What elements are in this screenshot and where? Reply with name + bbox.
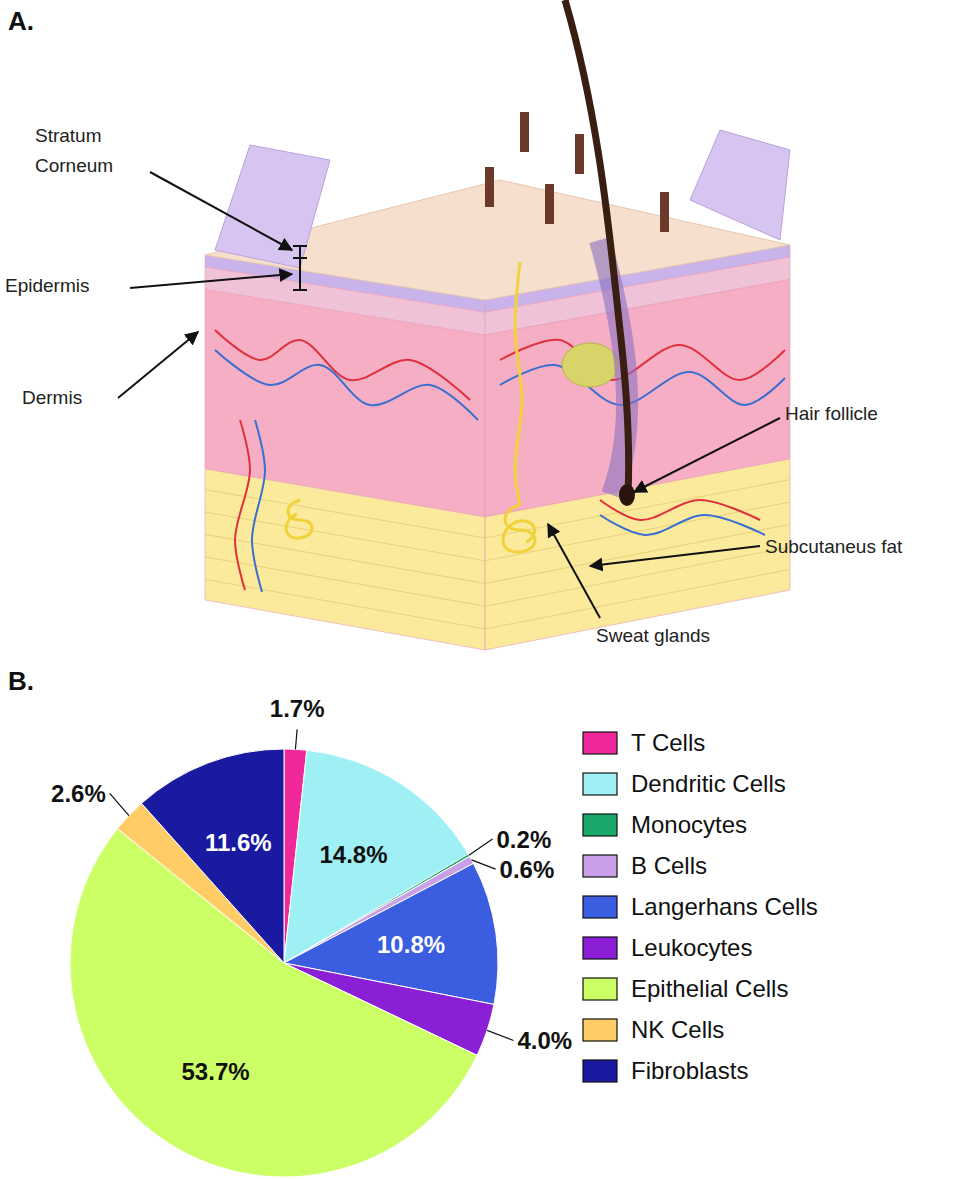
hair-shaft bbox=[485, 167, 494, 207]
data-label: 0.6% bbox=[500, 856, 555, 883]
hair-shaft bbox=[520, 112, 529, 152]
label-arrow bbox=[590, 546, 760, 566]
fat-texture bbox=[485, 569, 790, 629]
subcutaneous-fat-layer bbox=[485, 459, 790, 650]
canvas: A. Stratum Corneum Epidermis Dermis Hair foll… bbox=[0, 0, 979, 1179]
label-arrow bbox=[548, 524, 600, 618]
legend-label: Langerhans Cells bbox=[631, 893, 818, 920]
data-label: 0.2% bbox=[497, 826, 552, 853]
leader-line bbox=[295, 729, 297, 749]
fat-texture bbox=[205, 490, 485, 538]
legend-swatch bbox=[583, 896, 617, 918]
fat-texture bbox=[205, 512, 485, 561]
peeled-flap bbox=[215, 145, 330, 268]
data-labels: 14.8% 10.8% 53.7% 11.6% 1.7% 0.2% 0.6% 4.0% 2.6% bbox=[51, 695, 572, 1085]
subcutaneous-fat-layer bbox=[205, 469, 485, 650]
label-arrow bbox=[150, 172, 292, 250]
leader-line bbox=[110, 793, 129, 815]
hair-shaft bbox=[660, 192, 669, 232]
legend-label: Epithelial Cells bbox=[631, 975, 788, 1002]
legend-swatch bbox=[583, 978, 617, 1000]
legend-swatch bbox=[583, 1060, 617, 1082]
fat-texture bbox=[205, 557, 485, 606]
fat-texture bbox=[485, 480, 790, 538]
hair-shaft bbox=[545, 184, 554, 224]
data-label: 10.8% bbox=[377, 931, 445, 958]
legend: T Cells Dendritic Cells Monocytes B Cells La… bbox=[583, 729, 818, 1084]
label-arrow bbox=[118, 332, 198, 398]
legend-label: Dendritic Cells bbox=[631, 770, 786, 797]
pie-panel: B. 14.8% 10.8% 53.7% 11.6% 1.7% 0.2% 0.6% 4.0% 2.… bbox=[8, 666, 818, 1177]
diagram-label: Stratum bbox=[35, 125, 102, 146]
fat-texture bbox=[485, 547, 790, 606]
legend-swatch bbox=[583, 814, 617, 836]
legend-label: NK Cells bbox=[631, 1016, 724, 1043]
label-arrow bbox=[634, 418, 780, 492]
blood-vessel bbox=[500, 340, 785, 380]
diagram-label: Epidermis bbox=[5, 275, 89, 296]
fat-texture bbox=[485, 502, 790, 561]
sweat-duct bbox=[515, 262, 522, 505]
blood-vessel bbox=[215, 330, 470, 400]
blood-vessel bbox=[500, 365, 785, 405]
data-label: 14.8% bbox=[319, 841, 387, 868]
sweat-gland-coil bbox=[503, 505, 535, 552]
blood-vessel bbox=[252, 420, 265, 592]
legend-swatch bbox=[583, 1019, 617, 1041]
figure: A. Stratum Corneum Epidermis Dermis Hair foll… bbox=[0, 0, 979, 1179]
hair-bulb bbox=[619, 484, 635, 506]
leader-line bbox=[469, 839, 493, 855]
data-label: 1.7% bbox=[270, 695, 325, 722]
blood-vessel bbox=[600, 515, 765, 535]
skin-diagram: A. Stratum Corneum Epidermis Dermis Hair foll… bbox=[5, 0, 903, 650]
data-label: 11.6% bbox=[205, 829, 272, 856]
leader-line bbox=[487, 1030, 513, 1040]
data-label: 53.7% bbox=[182, 1058, 250, 1085]
legend-label: Leukocytes bbox=[631, 934, 752, 961]
diagram-label: Hair follicle bbox=[785, 403, 878, 424]
blood-vessel bbox=[215, 350, 478, 420]
legend-swatch bbox=[583, 732, 617, 754]
leader-line bbox=[472, 860, 496, 869]
legend-label: T Cells bbox=[631, 729, 705, 756]
legend-label: Monocytes bbox=[631, 811, 747, 838]
label-arrow bbox=[130, 274, 292, 288]
data-label: 4.0% bbox=[517, 1027, 572, 1054]
sweat-gland-coil bbox=[286, 500, 312, 538]
layer-bracket bbox=[293, 246, 307, 290]
diagram-label: Subcutaneus fat bbox=[765, 536, 903, 557]
legend-swatch bbox=[583, 937, 617, 959]
legend-label: Fibroblasts bbox=[631, 1057, 748, 1084]
peeled-flap bbox=[690, 130, 790, 240]
data-label: 2.6% bbox=[51, 780, 106, 807]
panel-label: A. bbox=[8, 6, 34, 36]
pie-slice bbox=[284, 750, 468, 963]
diagram-label: Dermis bbox=[22, 387, 82, 408]
fat-texture bbox=[205, 579, 485, 629]
hair bbox=[565, 0, 629, 495]
legend-label: B Cells bbox=[631, 852, 707, 879]
blood-vessel bbox=[235, 420, 250, 590]
diagram-label: Sweat glands bbox=[596, 625, 710, 646]
panel-label: B. bbox=[8, 666, 34, 696]
legend-swatch bbox=[583, 855, 617, 877]
pie-slice bbox=[141, 749, 284, 963]
sebaceous-gland bbox=[562, 343, 618, 387]
pie bbox=[70, 749, 498, 1177]
legend-swatch bbox=[583, 773, 617, 795]
diagram-label: Corneum bbox=[35, 155, 113, 176]
fat-texture bbox=[205, 534, 485, 583]
hair-shaft bbox=[575, 134, 584, 174]
